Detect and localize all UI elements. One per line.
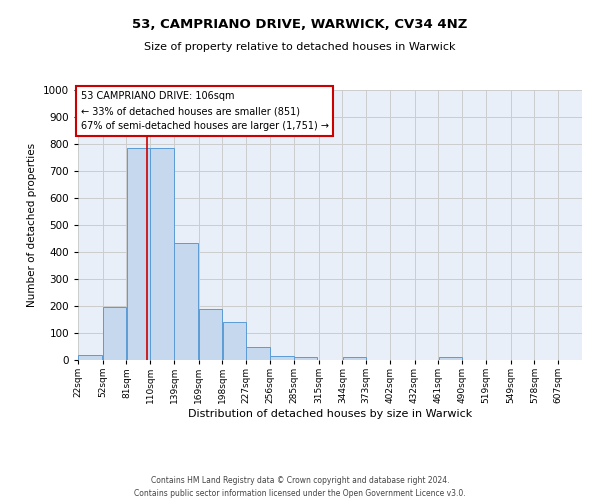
Bar [343, 358, 366, 360]
Bar [223, 322, 246, 360]
Bar [174, 242, 197, 360]
Text: Size of property relative to detached houses in Warwick: Size of property relative to detached ho… [144, 42, 456, 52]
Bar [103, 308, 126, 360]
Bar [199, 308, 222, 360]
Bar [151, 148, 174, 360]
Text: 53 CAMPRIANO DRIVE: 106sqm
← 33% of detached houses are smaller (851)
67% of sem: 53 CAMPRIANO DRIVE: 106sqm ← 33% of deta… [80, 92, 329, 131]
Bar [78, 354, 101, 360]
Text: 53, CAMPRIANO DRIVE, WARWICK, CV34 4NZ: 53, CAMPRIANO DRIVE, WARWICK, CV34 4NZ [133, 18, 467, 30]
Bar [294, 358, 317, 360]
Bar [127, 148, 150, 360]
X-axis label: Distribution of detached houses by size in Warwick: Distribution of detached houses by size … [188, 409, 472, 419]
Bar [247, 346, 270, 360]
Text: Contains HM Land Registry data © Crown copyright and database right 2024.
Contai: Contains HM Land Registry data © Crown c… [134, 476, 466, 498]
Bar [270, 356, 293, 360]
Bar [439, 358, 462, 360]
Y-axis label: Number of detached properties: Number of detached properties [27, 143, 37, 307]
